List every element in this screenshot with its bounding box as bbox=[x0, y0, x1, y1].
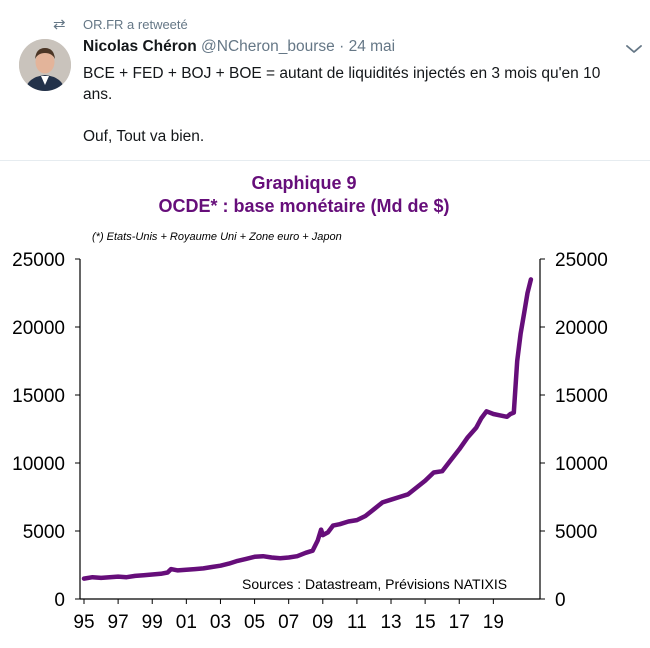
y-tick-label-right: 5000 bbox=[555, 522, 597, 543]
y-tick-label-left: 20000 bbox=[12, 318, 65, 339]
y-tick-label-left: 25000 bbox=[12, 250, 65, 271]
y-tick-label-right: 20000 bbox=[555, 318, 608, 339]
x-tick-label: 11 bbox=[347, 612, 367, 633]
author-handle[interactable]: @NCheron_bourse bbox=[201, 38, 335, 55]
avatar[interactable] bbox=[19, 39, 71, 91]
chart: Graphique 9 OCDE* : base monétaire (Md d… bbox=[12, 173, 608, 633]
chart-image[interactable]: Graphique 9 OCDE* : base monétaire (Md d… bbox=[0, 160, 650, 648]
tweet-text: BCE + FED + BOJ + BOE = autant de liquid… bbox=[83, 63, 633, 147]
x-tick-label: 13 bbox=[380, 612, 401, 633]
y-tick-label-left: 0 bbox=[54, 590, 65, 611]
chart-title: Graphique 9 bbox=[251, 173, 356, 193]
more-options-button[interactable] bbox=[624, 40, 644, 60]
y-tick-label-right: 15000 bbox=[555, 386, 608, 407]
x-tick-label: 05 bbox=[244, 612, 265, 633]
y-tick-label-left: 5000 bbox=[23, 522, 65, 543]
chart-note: (*) Etats-Unis + Royaume Uni + Zone euro… bbox=[92, 231, 342, 243]
chart-source: Sources : Datastream, Prévisions NATIXIS bbox=[242, 576, 507, 592]
chart-subtitle: OCDE* : base monétaire (Md de $) bbox=[158, 196, 449, 216]
x-tick-label: 01 bbox=[176, 612, 197, 633]
chevron-down-icon bbox=[626, 45, 642, 53]
y-tick-label-right: 10000 bbox=[555, 454, 608, 475]
x-tick-label: 19 bbox=[483, 612, 504, 633]
y-tick-label-left: 15000 bbox=[12, 386, 65, 407]
x-tick-label: 95 bbox=[73, 612, 94, 633]
avatar-image bbox=[19, 39, 71, 91]
retweet-icon: ⇄ bbox=[53, 16, 66, 33]
y-tick-label-left: 10000 bbox=[12, 454, 65, 475]
tweet-text-line: BCE + FED + BOJ + BOE = autant de liquid… bbox=[83, 65, 601, 103]
series-line bbox=[81, 277, 534, 581]
x-tick-label: 17 bbox=[449, 612, 470, 633]
x-tick-label: 15 bbox=[415, 612, 436, 633]
chart-axes: 0 0 5000 5000 10000 10000 15000 15000 20000 20000… bbox=[12, 250, 608, 633]
chart-series bbox=[81, 277, 534, 581]
retweet-context[interactable]: ⇄ OR.FR a retweeté bbox=[53, 13, 188, 35]
author-name[interactable]: Nicolas Chéron bbox=[83, 38, 197, 55]
y-tick-label-right: 0 bbox=[555, 590, 566, 611]
tweet-header: Nicolas Chéron @NCheron_bourse · 24 mai bbox=[83, 38, 395, 56]
y-tick-label-right: 25000 bbox=[555, 250, 608, 271]
tweet-text-line: Ouf, Tout va bien. bbox=[83, 128, 205, 145]
tweet-date[interactable]: 24 mai bbox=[348, 38, 396, 55]
x-tick-label: 97 bbox=[108, 612, 129, 633]
x-tick-label: 09 bbox=[312, 612, 333, 633]
retweet-context-label: OR.FR a retweeté bbox=[83, 16, 188, 32]
x-tick-label: 07 bbox=[278, 612, 299, 633]
header-separator: · bbox=[339, 38, 345, 55]
x-tick-label: 03 bbox=[210, 612, 231, 633]
x-tick-label: 99 bbox=[142, 612, 163, 633]
